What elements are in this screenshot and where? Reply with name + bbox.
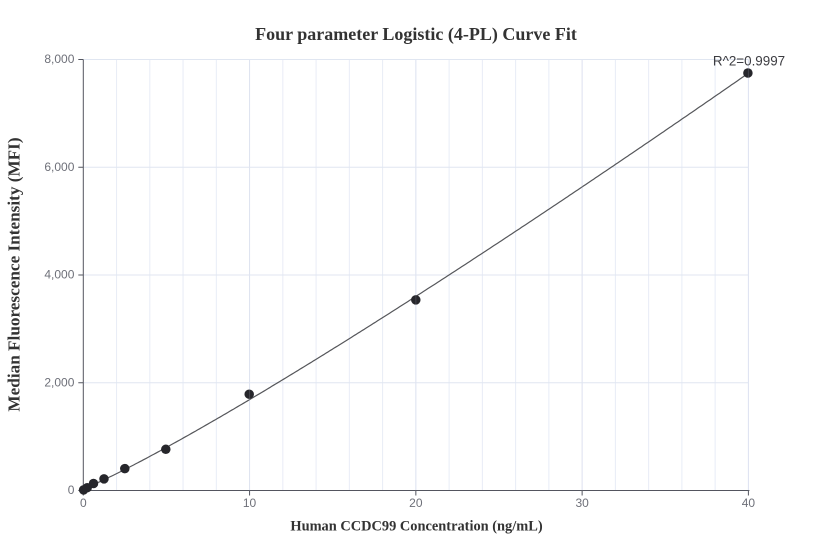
svg-text:0: 0 (68, 483, 75, 497)
svg-text:10: 10 (243, 496, 257, 510)
svg-text:0: 0 (80, 496, 87, 510)
svg-text:8,000: 8,000 (44, 52, 74, 66)
svg-text:30: 30 (575, 496, 589, 510)
svg-text:4,000: 4,000 (44, 268, 74, 282)
svg-text:Four parameter Logistic (4-PL): Four parameter Logistic (4-PL) Curve Fit (255, 24, 577, 45)
svg-text:40: 40 (742, 496, 756, 510)
svg-text:Human CCDC99 Concentration (ng: Human CCDC99 Concentration (ng/mL) (290, 518, 542, 534)
svg-text:R^2=0.9997: R^2=0.9997 (713, 53, 785, 68)
svg-text:6,000: 6,000 (44, 160, 74, 174)
svg-text:2,000: 2,000 (44, 375, 74, 389)
svg-text:20: 20 (409, 496, 423, 510)
svg-text:Median Fluorescence Intensity: Median Fluorescence Intensity (MFI) (5, 137, 24, 411)
